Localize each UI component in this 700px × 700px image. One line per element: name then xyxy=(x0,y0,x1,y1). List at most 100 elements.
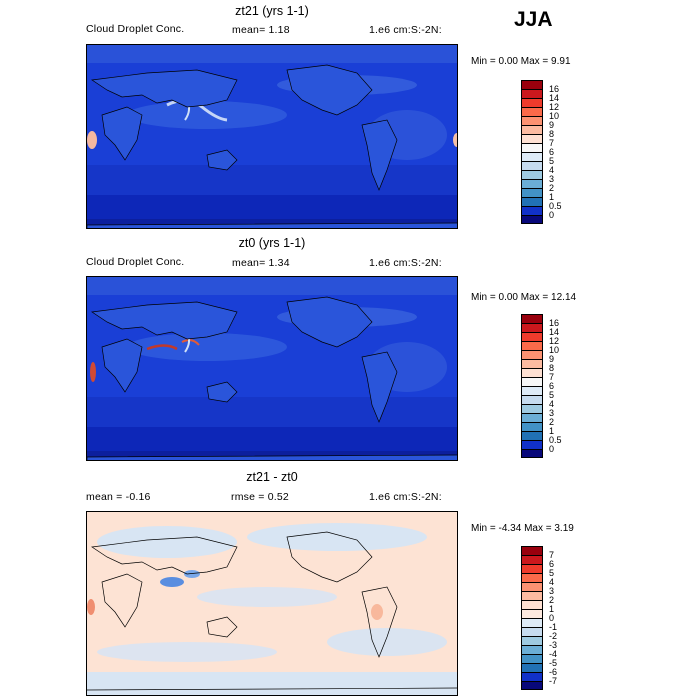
colorbar-label: 3 xyxy=(549,586,555,596)
colorbar-label: -7 xyxy=(549,676,558,686)
panel-1-title: zt21 (yrs 1-1) xyxy=(235,4,309,18)
colorbar-swatch xyxy=(521,350,543,359)
panel-1-colorbar: 16 14 12 10 9 8 7 6 5 4 3 2 1 0.5 0 xyxy=(521,80,562,225)
colorbar-swatch xyxy=(521,206,543,215)
colorbar-swatch xyxy=(521,332,543,341)
colorbar-swatch xyxy=(521,179,543,188)
colorbar-label: 0 xyxy=(549,210,555,220)
colorbar-label: 16 xyxy=(549,318,560,328)
colorbar-swatch xyxy=(521,636,543,645)
colorbar-swatch xyxy=(521,125,543,134)
panel-1-minmax: Min = 0.00 Max = 9.91 xyxy=(471,56,571,67)
colorbar-label: 7 xyxy=(549,372,555,382)
colorbar-swatch xyxy=(521,170,543,179)
colorbar-label: 0.5 xyxy=(549,201,562,211)
colorbar-swatch xyxy=(521,314,543,323)
colorbar-label: 1 xyxy=(549,192,555,202)
colorbar-swatch xyxy=(521,627,543,636)
colorbar-swatch xyxy=(521,323,543,332)
colorbar-swatch xyxy=(521,143,543,152)
colorbar-swatch xyxy=(521,395,543,404)
colorbar-swatch xyxy=(521,116,543,125)
colorbar-swatch xyxy=(521,134,543,143)
colorbar-label: 0 xyxy=(549,444,555,454)
colorbar-swatch xyxy=(521,386,543,395)
colorbar-swatch xyxy=(521,422,543,431)
colorbar-label: 9 xyxy=(549,120,555,130)
colorbar-label: 10 xyxy=(549,111,560,121)
panel-2-colorbar: 16 14 12 10 9 8 7 6 5 4 3 2 1 0.5 0 xyxy=(521,314,562,459)
colorbar-swatch xyxy=(521,600,543,609)
colorbar-label: 12 xyxy=(549,336,560,346)
colorbar-swatch xyxy=(521,663,543,672)
colorbar-swatch xyxy=(521,413,543,422)
colorbar-label: 1 xyxy=(549,604,555,614)
panel-3-mean: mean = -0.16 xyxy=(86,491,151,503)
colorbar-swatch xyxy=(521,377,543,386)
panel-2-title: zt0 (yrs 1-1) xyxy=(238,236,306,250)
colorbar-swatch xyxy=(521,573,543,582)
colorbar-swatch xyxy=(521,197,543,206)
colorbar-label: 8 xyxy=(549,129,555,139)
colorbar-swatch xyxy=(521,546,543,555)
colorbar-swatch xyxy=(521,359,543,368)
panel-3-map xyxy=(86,511,458,696)
colorbar-label: 3 xyxy=(549,174,555,184)
colorbar-label: 3 xyxy=(549,408,555,418)
season-label: JJA xyxy=(514,8,553,31)
colorbar-label: 0 xyxy=(549,613,555,623)
colorbar-label: 12 xyxy=(549,102,560,112)
colorbar-swatch xyxy=(521,555,543,564)
colorbar-label: 14 xyxy=(549,327,560,337)
colorbar-swatch xyxy=(521,89,543,98)
colorbar-label: 9 xyxy=(549,354,555,364)
colorbar-swatch xyxy=(521,161,543,170)
colorbar-label: 5 xyxy=(549,156,555,166)
colorbar-swatch xyxy=(521,98,543,107)
colorbar-label: 2 xyxy=(549,183,555,193)
colorbar-swatch xyxy=(521,188,543,197)
panel-2-mean: mean= 1.34 xyxy=(232,257,290,269)
colorbar-swatch xyxy=(521,449,543,458)
colorbar-label: -3 xyxy=(549,640,558,650)
colorbar-swatch xyxy=(521,215,543,224)
colorbar-label: 6 xyxy=(549,559,555,569)
colorbar-label: 2 xyxy=(549,417,555,427)
colorbar-swatch xyxy=(521,681,543,690)
colorbar-label: 1 xyxy=(549,426,555,436)
colorbar-label: 10 xyxy=(549,345,560,355)
panel-1-units: 1.e6 cm:S:-2N: xyxy=(369,24,442,36)
panel-2-map xyxy=(86,276,458,461)
panel-3-units: 1.e6 cm:S:-2N: xyxy=(369,491,442,503)
colorbar-label: 14 xyxy=(549,93,560,103)
colorbar-label: -4 xyxy=(549,649,558,659)
colorbar-label: -1 xyxy=(549,622,558,632)
colorbar-label: 6 xyxy=(549,147,555,157)
colorbar-label: 5 xyxy=(549,568,555,578)
panel-1-variable: Cloud Droplet Conc. xyxy=(86,23,185,35)
colorbar-swatch xyxy=(521,404,543,413)
colorbar-label: 4 xyxy=(549,577,555,587)
colorbar-swatch xyxy=(521,654,543,663)
colorbar-label: 4 xyxy=(549,165,555,175)
colorbar-swatch xyxy=(521,440,543,449)
panel-3-title: zt21 - zt0 xyxy=(246,470,298,484)
colorbar-label: 5 xyxy=(549,390,555,400)
colorbar-label: 8 xyxy=(549,363,555,373)
colorbar-swatch xyxy=(521,431,543,440)
colorbar-swatch xyxy=(521,152,543,161)
colorbar-swatch xyxy=(521,582,543,591)
panel-1-mean: mean= 1.18 xyxy=(232,24,290,36)
colorbar-label: 6 xyxy=(549,381,555,391)
colorbar-label: 2 xyxy=(549,595,555,605)
colorbar-label: 4 xyxy=(549,399,555,409)
panel-2-variable: Cloud Droplet Conc. xyxy=(86,256,185,268)
panel-2-units: 1.e6 cm:S:-2N: xyxy=(369,257,442,269)
colorbar-swatch xyxy=(521,341,543,350)
colorbar-swatch xyxy=(521,591,543,600)
colorbar-label: -2 xyxy=(549,631,558,641)
colorbar-swatch xyxy=(521,368,543,377)
panel-3-colorbar: 7 6 5 4 3 2 1 0 -1 -2 -3 -4 -5 -6 -7 xyxy=(521,546,557,691)
panel-2-minmax: Min = 0.00 Max = 12.14 xyxy=(471,292,577,303)
colorbar-label: -5 xyxy=(549,658,558,668)
